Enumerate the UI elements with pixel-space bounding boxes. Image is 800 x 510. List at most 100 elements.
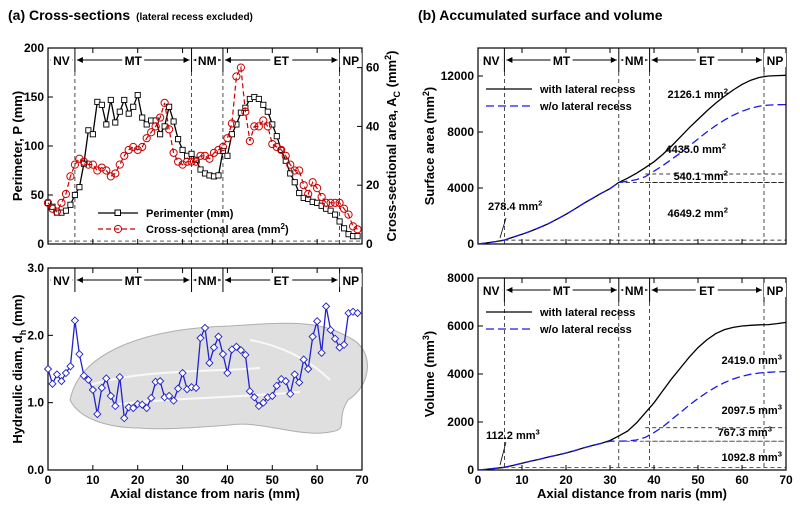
perimeter-point [85, 127, 92, 134]
hydraulic-diameter-point [111, 401, 120, 411]
hydraulic-diameter-line [47, 306, 358, 419]
region-label-bg [764, 53, 786, 67]
region-label-bg [270, 273, 293, 287]
hydraulic-diameter-point [191, 383, 201, 392]
region-label-bg [695, 283, 718, 297]
hydraulic-diameter-point [299, 355, 308, 364]
area-point [313, 184, 322, 193]
without-lateral-recess-line [477, 103, 787, 245]
area-point [277, 145, 286, 155]
y-tick-label: 100 [24, 139, 44, 153]
legend-area-label: Cross-sectional area (mm2) [146, 222, 289, 236]
area-point [281, 151, 290, 160]
hydraulic-diameter-point [214, 332, 223, 341]
area-line [47, 65, 358, 230]
hydraulic-diameter-point [75, 350, 84, 359]
area-point [120, 151, 129, 160]
y-tick-label-right: 40 [366, 119, 380, 133]
hydraulic-diameter-point [268, 391, 277, 401]
hydraulic-diameter-point [102, 374, 111, 383]
surface-area-chart: NV MT NM ET NP 0 4000 8000 12000 with lateral rec… [421, 47, 787, 251]
annotation-value: 2126.1 mm2 [667, 87, 728, 101]
annotation-value: 112.2 mm3 [486, 428, 540, 442]
panel-b-title: (b) Accumulated surface and volume [418, 7, 663, 23]
region-label-np: NP [767, 284, 784, 298]
hydraulic-diameter-point [232, 342, 241, 351]
legend-with-label: with lateral recess [539, 84, 635, 96]
y-tick-label: 12000 [441, 69, 475, 83]
x-tick-label: 60 [735, 473, 749, 487]
x-tick-label: 20 [559, 473, 573, 487]
region-label-nv: NV [53, 54, 70, 68]
volume-chart: NV MT NM ET NP 0 10 20 30 40 50 60 70 0 2000 4000 6000 80… [421, 271, 793, 501]
area-point [182, 157, 192, 166]
region-label-et: ET [699, 284, 715, 298]
legend-without-label: w/o lateral recess [539, 324, 632, 336]
region-label-bg [480, 283, 503, 297]
y-tick-label: 150 [24, 90, 44, 104]
perimeter-point [188, 150, 195, 157]
x-tick-label: 10 [86, 473, 100, 487]
region-label-bg [196, 273, 219, 287]
perimeter-point [89, 131, 96, 138]
hydraulic-diameter-point [173, 384, 183, 393]
hydraulic-diameter-point [70, 316, 80, 325]
area-point [102, 166, 111, 175]
region-arrow-left [76, 277, 83, 283]
hydraulic-diameter-point [43, 364, 53, 374]
region-label-nm: NM [625, 54, 644, 68]
y-axis-label: Volume (mm3) [421, 331, 437, 417]
perimeter-point [260, 101, 267, 108]
y-axis-label: Hydraulic diam, dh (mm) [10, 294, 28, 443]
y-tick-label: 50 [31, 188, 45, 202]
annotation-value: 2097.5 mm3 [721, 403, 782, 417]
y-tick-label: 3.0 [27, 261, 44, 275]
region-label-bg [550, 283, 573, 297]
perimeter-point [264, 108, 271, 115]
area-point [335, 198, 344, 207]
perimeter-point [166, 103, 173, 110]
x-tick-label: 50 [266, 473, 280, 487]
area-point [169, 148, 178, 157]
hydraulic-diameter-point [317, 348, 326, 357]
area-point [250, 122, 259, 131]
area-point [348, 222, 358, 231]
hydraulic-diameter-point [223, 368, 232, 378]
area-point [272, 142, 281, 152]
area-point [75, 154, 84, 163]
region-label-et: ET [699, 54, 715, 68]
perimeter-point [269, 121, 276, 128]
hydraulic-diameter-point [241, 350, 250, 359]
area-point [330, 198, 340, 207]
hydraulic-diameter-point [115, 372, 124, 382]
region-label-bg [339, 53, 362, 67]
hydraulic-diameter-point [169, 396, 178, 405]
y-tick-label: 0 [467, 237, 474, 251]
area-point [254, 122, 263, 131]
region-arrow-left [224, 57, 231, 63]
region-arrow-left [651, 57, 658, 63]
hydraulic-diameter-point [313, 317, 322, 326]
hydraulic-diameter-point [88, 385, 97, 395]
perimeter-point [291, 179, 298, 186]
perimeter-point [103, 121, 110, 128]
annotation-value: 2419.0 mm3 [721, 353, 782, 367]
area-point [290, 166, 299, 175]
region-label-mt: MT [125, 274, 143, 288]
hydraulic-diameter-point [120, 414, 129, 423]
y-tick-label: 4000 [447, 367, 474, 381]
area-point [214, 145, 223, 155]
region-label-nv: NV [53, 274, 70, 288]
y-axis-label: Perimeter, P (mm) [10, 91, 25, 201]
annotation-value: 278.4 mm2 [488, 199, 542, 213]
region-arrow-right [756, 287, 762, 293]
perimeter-point [71, 191, 78, 199]
area-point [241, 107, 250, 116]
region-label-bg [695, 53, 718, 67]
perimeter-point [107, 96, 114, 103]
y-tick-label-right: 0 [366, 237, 373, 251]
hydraulic-diameter-point [57, 376, 66, 386]
area-point [227, 119, 237, 128]
hydraulic-diameter-point [205, 358, 214, 368]
